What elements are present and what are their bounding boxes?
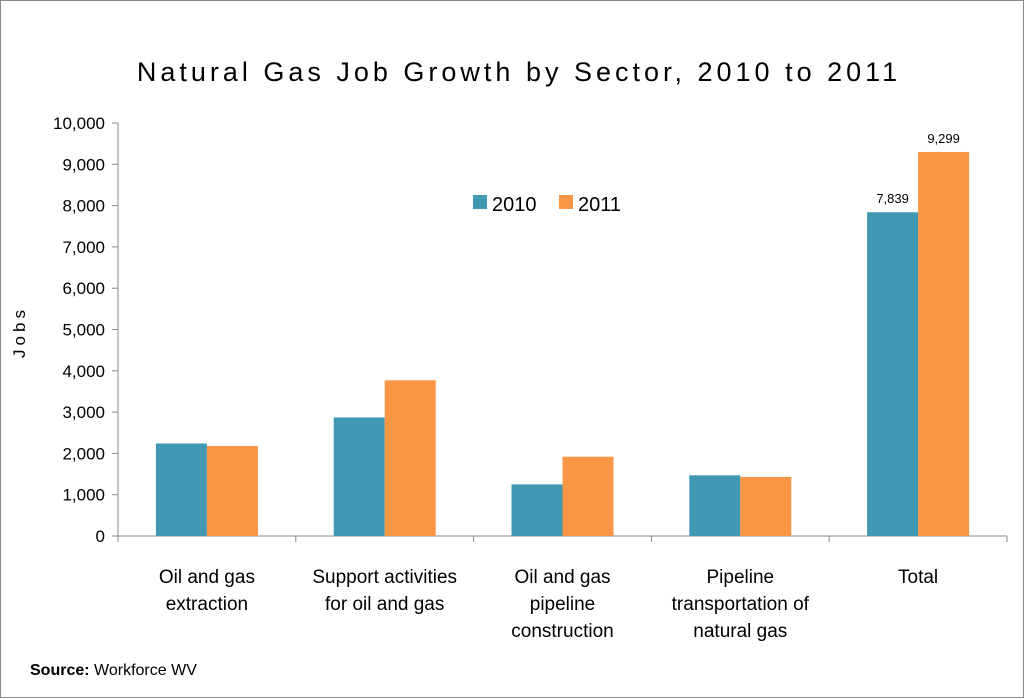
x-category-label: Support activities for oil and gas — [312, 567, 457, 615]
x-category-label-line: Oil and gas — [159, 567, 255, 588]
x-category-label-line: natural gas — [693, 621, 787, 642]
legend-label-2011: 2011 — [578, 194, 621, 216]
bar-2010 — [333, 417, 385, 536]
source-label: Source: — [30, 662, 90, 679]
legend-swatch-2011 — [559, 195, 573, 209]
y-tick-label: 7,000 — [62, 238, 105, 257]
y-tick-label: 10,000 — [53, 114, 105, 133]
bar-2011 — [562, 456, 614, 536]
legend: 2010 2011 — [473, 194, 621, 216]
bar-2011 — [384, 380, 436, 536]
y-tick-label: 2,000 — [62, 444, 105, 463]
y-tick-label: 3,000 — [62, 403, 105, 422]
x-category-label-line: Oil and gas — [514, 567, 610, 588]
x-category-label: Total — [898, 567, 938, 588]
chart-title: Natural Gas Job Growth by Sector, 2010 t… — [137, 57, 901, 87]
source-note: Source: Workforce WV — [30, 662, 197, 680]
y-axis-label: Jobs — [10, 306, 29, 358]
bar-2011 — [206, 445, 258, 536]
x-category-label-line: extraction — [166, 594, 248, 615]
legend-label-2010: 2010 — [492, 194, 537, 216]
bar-2011 — [740, 476, 792, 536]
y-tick-label: 1,000 — [62, 486, 105, 505]
bar-2010 — [689, 475, 741, 536]
x-category-label: Pipeline transportation of natural gas — [672, 567, 810, 642]
axes: 0 1,000 2,000 3,000 4,000 5,000 6,000 7,000 8,00… — [53, 114, 1008, 642]
y-tick-label: 9,000 — [62, 155, 105, 174]
y-tick-label: 8,000 — [62, 197, 105, 216]
x-category-label: Oil and gas extraction — [159, 567, 255, 615]
bar-2010 — [155, 443, 207, 536]
x-category-label-line: pipeline — [530, 594, 596, 615]
bar-2010 — [867, 212, 919, 536]
y-tick-label: 0 — [96, 527, 105, 546]
y-tick-label: 6,000 — [62, 279, 105, 298]
y-tick-label: 5,000 — [62, 321, 105, 340]
bars: 7,839 9,299 — [155, 131, 970, 536]
legend-swatch-2010 — [473, 195, 487, 209]
x-category-label-line: Total — [898, 567, 938, 588]
x-category-label-line: transportation of — [672, 594, 810, 615]
x-category-label-line: for oil and gas — [325, 594, 444, 615]
x-category-label-line: construction — [511, 621, 613, 642]
data-label: 9,299 — [927, 131, 960, 146]
source-text: Workforce WV — [94, 662, 197, 679]
bar-2010 — [511, 484, 563, 536]
bar-2011 — [918, 151, 970, 536]
x-category-label-line: Pipeline — [706, 567, 774, 588]
y-tick-label: 4,000 — [62, 362, 105, 381]
data-label: 7,839 — [876, 191, 909, 206]
x-category-label-line: Support activities — [312, 567, 457, 588]
x-category-label: Oil and gas pipeline construction — [511, 567, 613, 642]
